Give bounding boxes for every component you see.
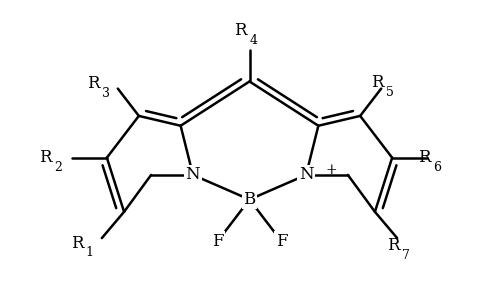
Text: R: R [418,149,431,166]
Text: R: R [71,235,83,251]
Text: 4: 4 [250,34,257,47]
Text: N: N [299,166,313,183]
Text: +: + [326,163,337,177]
Text: R: R [87,75,99,92]
Text: R: R [235,22,247,39]
Text: 2: 2 [54,161,62,174]
Text: 3: 3 [102,87,110,100]
Text: N: N [186,166,200,183]
Text: F: F [212,233,224,250]
Text: R: R [371,74,384,91]
Text: B: B [244,191,255,208]
Text: 5: 5 [386,86,394,99]
Text: 6: 6 [433,161,441,174]
Text: R: R [39,149,52,166]
Text: R: R [387,237,400,254]
Text: 1: 1 [86,246,94,259]
Text: F: F [275,233,287,250]
Text: 7: 7 [402,249,410,262]
